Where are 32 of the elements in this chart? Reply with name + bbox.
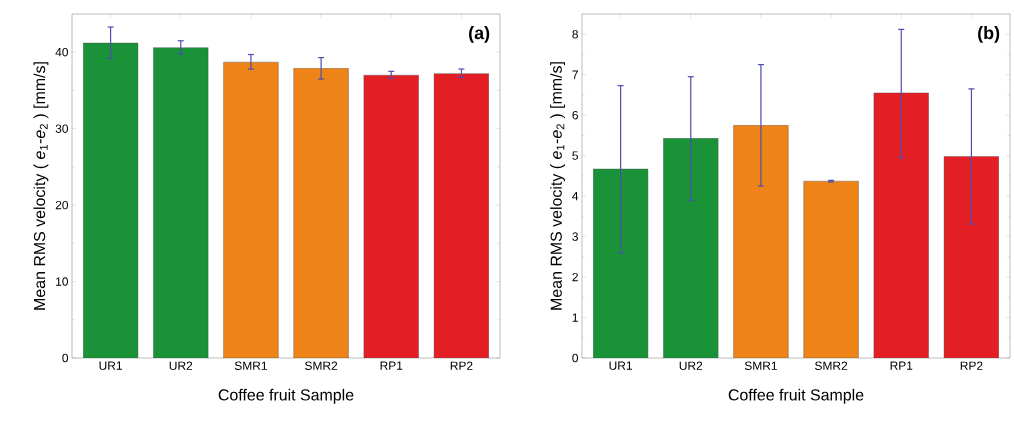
y-axis-title: Mean RMS velocity ( e$_{1}$-e$_{2}$ ) [mm/s] [550, 62, 565, 310]
x-tick-label: UR1 [609, 361, 632, 370]
annotation: (b) [978, 26, 1000, 43]
y-tick-label: 4 [572, 192, 579, 201]
y-tick-label: 20 [55, 200, 69, 210]
x-tick-label: RP2 [960, 361, 983, 370]
x-tick-label: SMR1 [744, 361, 777, 370]
x-axis-title: Coffee fruit Sample [218, 388, 354, 404]
y-axis-title: Mean RMS velocity ( e$_{1}$-e$_{2}$ ) [mm/s] [33, 62, 49, 310]
x-tick-label: RP1 [890, 361, 913, 370]
x-tick-label: SMR2 [305, 361, 338, 370]
y-tick-label: 6 [572, 110, 578, 120]
x-axis-title: Coffee fruit Sample [728, 388, 864, 404]
y-tick-label: 1 [572, 313, 578, 322]
x-tick-label: SMR1 [234, 361, 267, 370]
annotation: (a) [469, 26, 490, 43]
y-tick-label: 30 [55, 124, 69, 133]
y-tick-label: 10 [56, 277, 69, 286]
y-tick-label: 0 [572, 353, 579, 363]
y-tick-label: 3 [572, 232, 578, 241]
x-tick-label: UR2 [679, 361, 703, 370]
y-tick-label: 40 [55, 47, 69, 57]
y-tick-label: 2 [572, 272, 578, 282]
x-tick-label: UR2 [169, 361, 193, 370]
y-tick-label: 0 [62, 353, 69, 363]
x-tick-label: UR1 [99, 361, 122, 370]
x-tick-label: RP1 [380, 361, 403, 370]
y-tick-label: 7 [572, 70, 578, 79]
x-tick-label: RP2 [450, 361, 473, 370]
y-tick-label: 5 [572, 151, 578, 160]
y-tick-label: 8 [572, 30, 578, 39]
x-tick-label: SMR2 [815, 361, 848, 370]
